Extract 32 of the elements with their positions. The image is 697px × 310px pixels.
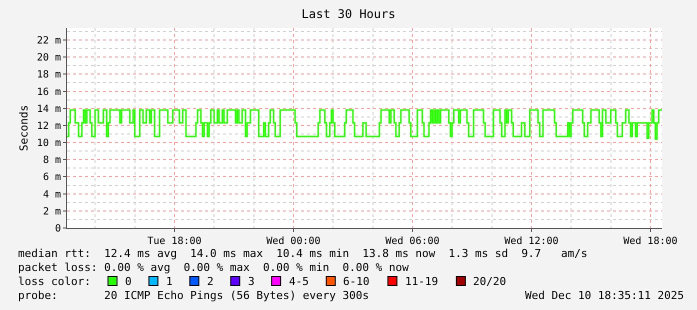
y-tick-label: 10 m <box>36 138 61 150</box>
y-tick-label: 20 m <box>36 52 61 64</box>
x-tick-label: Wed 18:00 <box>623 236 678 247</box>
y-tick-label: 18 m <box>36 70 61 81</box>
legend-label: 2 <box>207 275 214 288</box>
text: median rtt: 12.4 ms avg 14.0 ms max 10.4 ms min 13.8 ms now 1.3 ms sd 9.7 am/s <box>18 247 588 260</box>
y-tick-label: 4 m <box>42 189 61 200</box>
y-tick-label: 14 m <box>36 104 61 115</box>
y-tick-label: 22 m <box>36 35 61 46</box>
y-tick-label: 16 m <box>36 86 61 98</box>
y-tick-label: 12 m <box>36 120 61 132</box>
x-tick-label: Wed 06:00 <box>385 236 440 247</box>
text: packet loss: 0.00 % avg 0.00 % max 0.00 % min 0.00 % now <box>18 261 410 274</box>
y-tick-label: 0 <box>54 224 61 234</box>
legend-label: 3 <box>248 275 255 288</box>
x-tick-label: Tue 18:00 <box>147 236 202 247</box>
legend-label: 11-19 <box>405 275 438 288</box>
legend-label: 1 <box>166 275 173 288</box>
y-tick-label: 2 m <box>42 206 61 218</box>
y-tick-label: 8 m <box>42 155 61 166</box>
y-tick-label: 6 m <box>42 172 61 184</box>
legend-label: 6-10 <box>343 275 370 288</box>
legend-title: loss color: <box>18 275 91 288</box>
x-tick-label: Wed 12:00 <box>504 236 559 247</box>
legend-label: 4-5 <box>289 275 309 288</box>
legend-label: 20/20 <box>473 275 506 288</box>
text: Wed Dec 10 18:35:11 2025 <box>525 289 684 302</box>
y-axis-title: Seconds <box>18 104 31 152</box>
text: probe: 20 ICMP Echo Pings (56 Bytes) every 300s <box>18 289 369 302</box>
legend-label: 0 <box>125 275 132 288</box>
chart-title: Last 30 Hours <box>302 7 396 22</box>
x-tick-label: Wed 00:00 <box>266 236 321 247</box>
